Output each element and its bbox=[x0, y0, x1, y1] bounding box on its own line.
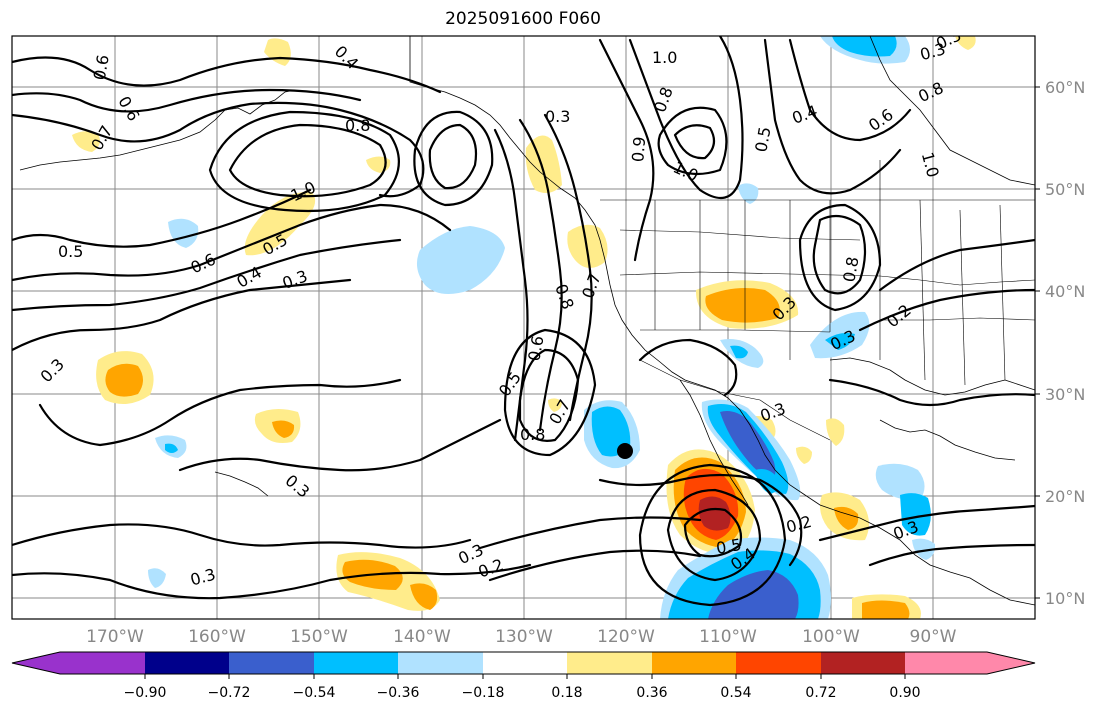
lat-label: 20°N bbox=[1045, 487, 1085, 506]
colorbar-segment bbox=[905, 652, 987, 674]
latitude-axis: 60°N 50°N 40°N 30°N 20°N 10°N bbox=[1035, 78, 1085, 608]
lat-label: 40°N bbox=[1045, 282, 1085, 301]
contour-label: 0.8 bbox=[520, 425, 545, 444]
lat-label: 50°N bbox=[1045, 180, 1085, 199]
political-borders bbox=[600, 160, 1035, 441]
contour-label: 0.6 bbox=[524, 334, 547, 362]
colorbar-segment bbox=[821, 652, 905, 674]
colorbar-segment bbox=[229, 652, 314, 674]
contour-label: 0.9 bbox=[628, 136, 649, 163]
map-frame bbox=[11, 35, 1036, 620]
colorbar-tick-label: 0.18 bbox=[551, 685, 582, 701]
colorbar-tick-label: 0.36 bbox=[636, 685, 667, 701]
longitude-axis: 170°W 160°W 150°W 140°W 130°W 120°W 110°… bbox=[86, 627, 957, 647]
colorbar-tick-label: −0.54 bbox=[293, 685, 336, 701]
contour-label: 0.5 bbox=[715, 535, 743, 558]
colorbar-segment bbox=[567, 652, 652, 674]
contour-label: 0.5 bbox=[751, 125, 774, 153]
lat-label: 30°N bbox=[1045, 385, 1085, 404]
lon-label: 140°W bbox=[393, 627, 451, 647]
lon-label: 100°W bbox=[802, 627, 860, 647]
contour-label: 0.5 bbox=[58, 242, 83, 261]
colorbar-tick-label: 0.72 bbox=[805, 685, 836, 701]
colorbar-arrow-left bbox=[12, 652, 60, 674]
lon-label: 110°W bbox=[699, 627, 757, 647]
contour-label: 0.8 bbox=[839, 255, 862, 283]
contour-lines bbox=[12, 36, 1035, 607]
colorbar-segment bbox=[736, 652, 821, 674]
lon-label: 150°W bbox=[290, 627, 348, 647]
lon-label: 90°W bbox=[910, 627, 957, 647]
lon-label: 130°W bbox=[495, 627, 553, 647]
negative-shading bbox=[148, 36, 936, 619]
colorbar-segment bbox=[398, 652, 483, 674]
colorbar-segment bbox=[483, 652, 567, 674]
colorbar-tick-label: −0.18 bbox=[462, 685, 505, 701]
colorbar-segment bbox=[60, 652, 145, 674]
colorbar-tick-label: −0.72 bbox=[208, 685, 251, 701]
contour-label: 0.6 bbox=[90, 53, 113, 81]
colorbar-tick-label: −0.36 bbox=[377, 685, 420, 701]
colorbar-segment bbox=[145, 652, 229, 674]
colorbar-tick-label: 0.90 bbox=[889, 685, 920, 701]
lon-label: 170°W bbox=[86, 627, 144, 647]
lat-label: 60°N bbox=[1045, 78, 1085, 97]
map-canvas: 0.6 0.6 0.7 0.4 0.8 1.0 0.5 0.6 0.4 0.5 … bbox=[12, 36, 1035, 619]
storm-center-marker bbox=[617, 443, 633, 459]
map-title: 2025091600 F060 bbox=[445, 9, 601, 29]
colorbar-tick-label: −0.90 bbox=[124, 685, 167, 701]
contour-label: 1.0 bbox=[652, 48, 677, 67]
colorbar-arrow-right bbox=[987, 652, 1035, 674]
contour-label: 0.3 bbox=[545, 107, 570, 126]
lat-label: 10°N bbox=[1045, 589, 1085, 608]
colorbar-segment bbox=[314, 652, 398, 674]
lon-label: 120°W bbox=[597, 627, 655, 647]
colorbar-segment bbox=[652, 652, 736, 674]
colorbar-tick-label: 0.54 bbox=[720, 685, 751, 701]
contour-label: 0.8 bbox=[345, 116, 370, 135]
lon-label: 160°W bbox=[188, 627, 246, 647]
colorbar: −0.90 −0.72 −0.54 −0.36 −0.18 0.18 0.36 … bbox=[11, 651, 1036, 701]
